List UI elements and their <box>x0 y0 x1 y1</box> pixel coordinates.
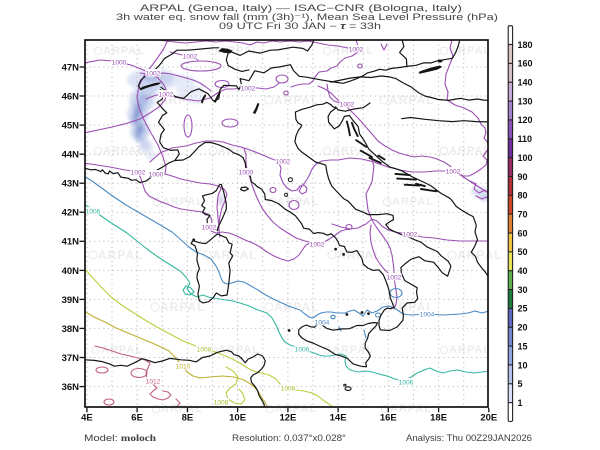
svg-text:25: 25 <box>518 304 528 314</box>
svg-text:1002: 1002 <box>241 85 256 92</box>
svg-text:20: 20 <box>518 323 528 333</box>
svg-text:1000: 1000 <box>239 169 254 176</box>
svg-text:ARPAL: ARPAL <box>275 403 317 415</box>
svg-text:ARPAL (Genoa, Italy) — ISAC−: ARPAL (Genoa, Italy) — ISAC−CNR (Bologna… <box>140 3 462 13</box>
svg-text:ARPAL: ARPAL <box>449 145 491 157</box>
svg-text:1004: 1004 <box>315 319 330 326</box>
svg-text:47N: 47N <box>62 62 80 73</box>
svg-text:1000: 1000 <box>149 171 164 178</box>
svg-text:1002: 1002 <box>276 158 291 165</box>
svg-text:46N: 46N <box>62 92 80 103</box>
svg-text:5: 5 <box>518 379 523 389</box>
svg-text:4E: 4E <box>81 413 93 424</box>
svg-text:160: 160 <box>518 59 533 69</box>
svg-text:80: 80 <box>518 191 528 201</box>
svg-text:ARPAL: ARPAL <box>103 45 145 57</box>
svg-text:ARPAL: ARPAL <box>161 403 203 415</box>
svg-text:90: 90 <box>518 172 528 182</box>
svg-text:120: 120 <box>518 115 533 125</box>
svg-text:1002: 1002 <box>146 70 161 77</box>
svg-text:ARPAL: ARPAL <box>390 403 432 415</box>
svg-text:100: 100 <box>518 153 533 163</box>
svg-text:1006: 1006 <box>295 346 310 353</box>
svg-text:8E: 8E <box>182 413 194 424</box>
svg-text:110: 110 <box>518 134 533 144</box>
svg-text:50: 50 <box>518 247 528 257</box>
svg-text:ARPAL: ARPAL <box>98 248 143 262</box>
svg-text:1002: 1002 <box>340 101 355 108</box>
svg-text:14E: 14E <box>330 413 347 424</box>
svg-text:70: 70 <box>518 209 528 219</box>
svg-text:ARPAL: ARPAL <box>103 145 145 157</box>
svg-text:40N: 40N <box>62 266 80 277</box>
svg-text:1008: 1008 <box>281 385 296 392</box>
svg-text:ARPAL: ARPAL <box>101 344 143 356</box>
svg-text:1: 1 <box>518 398 523 408</box>
svg-text:44N: 44N <box>62 150 80 161</box>
svg-text:Model: moloch: Model: moloch <box>84 433 156 443</box>
svg-text:ARPAL: ARPAL <box>389 93 434 107</box>
svg-text:12E: 12E <box>279 413 296 424</box>
svg-text:15: 15 <box>518 341 528 351</box>
svg-text:ARPAL: ARPAL <box>449 45 491 57</box>
svg-text:3h water eq. snow fall (mm (3h: 3h water eq. snow fall (mm (3h)⁻¹), Mean… <box>116 12 498 22</box>
svg-text:6E: 6E <box>131 413 143 424</box>
svg-text:43N: 43N <box>62 179 80 190</box>
svg-text:1002: 1002 <box>349 46 364 53</box>
svg-text:ARPAL: ARPAL <box>274 93 319 107</box>
svg-text:140: 140 <box>518 78 533 88</box>
svg-text:38N: 38N <box>62 324 80 335</box>
svg-text:45N: 45N <box>62 121 80 132</box>
svg-text:10E: 10E <box>229 413 246 424</box>
svg-text:40: 40 <box>518 266 528 276</box>
svg-text:1002: 1002 <box>202 224 217 231</box>
svg-text:1010: 1010 <box>176 363 191 370</box>
svg-text:1002: 1002 <box>446 168 461 175</box>
svg-text:ARPAL: ARPAL <box>449 344 491 356</box>
svg-text:1002: 1002 <box>403 231 418 238</box>
svg-text:1004: 1004 <box>420 311 435 318</box>
svg-text:37N: 37N <box>62 353 80 364</box>
svg-text:ARPAL: ARPAL <box>212 248 257 262</box>
svg-text:ARPAL: ARPAL <box>160 300 205 314</box>
svg-text:30: 30 <box>518 285 528 295</box>
svg-text:10: 10 <box>518 360 528 370</box>
svg-text:41N: 41N <box>62 237 80 248</box>
svg-text:60: 60 <box>518 228 528 238</box>
svg-text:1012: 1012 <box>146 378 161 385</box>
svg-text:1000: 1000 <box>112 59 127 66</box>
svg-text:20E: 20E <box>480 413 497 424</box>
svg-text:09 UTC Fri 30 JAN − τ = 33h: 09 UTC Fri 30 JAN − τ = 33h <box>219 21 381 31</box>
svg-text:1006: 1006 <box>399 379 414 386</box>
svg-text:ARPAL: ARPAL <box>457 248 502 262</box>
svg-text:ARPAL: ARPAL <box>162 196 204 208</box>
svg-text:39N: 39N <box>62 295 80 306</box>
svg-text:18E: 18E <box>430 413 447 424</box>
svg-text:ARPAL: ARPAL <box>218 344 260 356</box>
svg-text:36N: 36N <box>62 382 80 393</box>
svg-text:Resolution: 0.037°x0.028°: Resolution: 0.037°x0.028° <box>232 433 346 443</box>
svg-text:180: 180 <box>518 40 533 50</box>
svg-text:Analysis: Thu 00Z29JAN2026: Analysis: Thu 00Z29JAN2026 <box>406 433 532 443</box>
svg-text:ARPAL: ARPAL <box>274 300 319 314</box>
svg-text:1002: 1002 <box>387 274 402 281</box>
svg-text:130: 130 <box>518 96 533 106</box>
svg-text:1008: 1008 <box>214 399 229 406</box>
svg-text:1002: 1002 <box>131 169 146 176</box>
svg-text:16E: 16E <box>380 413 397 424</box>
svg-text:1002: 1002 <box>183 53 198 60</box>
svg-text:1002: 1002 <box>310 241 325 248</box>
svg-text:ARPAL: ARPAL <box>392 196 434 208</box>
svg-text:ARPAL: ARPAL <box>332 145 374 157</box>
svg-text:1002: 1002 <box>159 91 174 98</box>
svg-text:1006: 1006 <box>86 208 101 215</box>
svg-text:42N: 42N <box>62 208 80 219</box>
svg-text:1008: 1008 <box>197 346 212 353</box>
